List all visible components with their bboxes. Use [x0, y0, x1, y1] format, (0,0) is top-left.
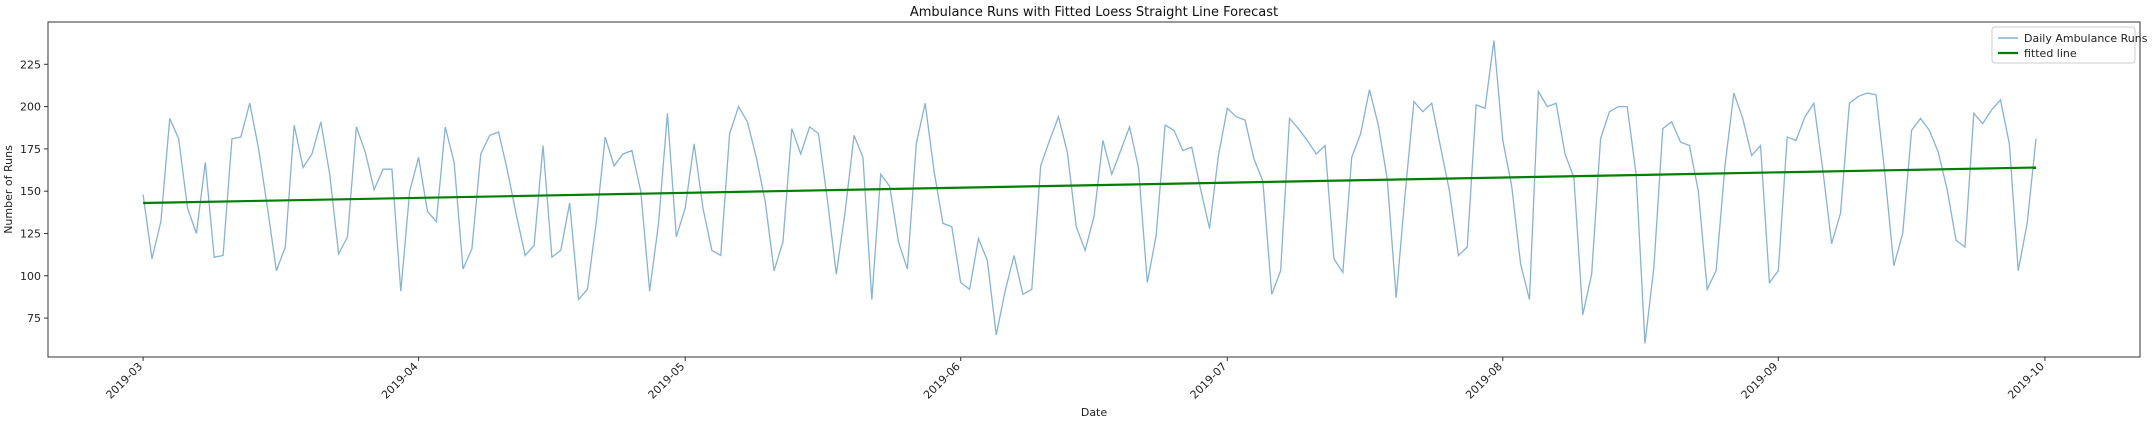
x-axis-label: Date [1081, 406, 1108, 419]
y-tick-label: 125 [20, 227, 41, 240]
x-tick-label: 2019-06 [921, 360, 963, 402]
x-tick-label: 2019-04 [379, 360, 421, 402]
y-tick-label: 200 [20, 101, 41, 114]
y-tick-label: 150 [20, 185, 41, 198]
series-layer [142, 40, 2037, 344]
x-tick-label: 2019-08 [1463, 360, 1505, 402]
legend-entry: fitted line [2024, 47, 2077, 60]
chart-title: Ambulance Runs with Fitted Loess Straigh… [910, 5, 1278, 20]
x-tick-label: 2019-05 [646, 360, 688, 402]
y-tick-label: 75 [27, 312, 41, 325]
x-axis-ticks: 2019-03 2019-04 2019-05 2019-06 2019-07 2019-… [104, 357, 2047, 402]
y-tick-label: 175 [20, 143, 41, 156]
y-tick-label: 225 [20, 58, 41, 71]
plot-frame [47, 21, 2141, 358]
y-axis-ticks: 75 100 125 150 175 200 225 [20, 58, 48, 325]
y-tick-label: 100 [20, 270, 41, 283]
series-line-fitted [143, 166, 2037, 205]
x-tick-label: 2019-09 [1739, 360, 1781, 402]
legend-box [1991, 26, 2136, 64]
legend: Daily Ambulance Runs fitted line [1991, 26, 2148, 64]
legend-entry: Daily Ambulance Runs [2024, 32, 2148, 45]
x-tick-label: 2019-03 [104, 360, 146, 402]
x-tick-label: 2019-07 [1188, 360, 1230, 402]
series-line-daily-ambulance-runs [142, 40, 2037, 344]
y-axis-label: Number of Runs [2, 145, 15, 234]
x-tick-label: 2019-10 [2005, 360, 2047, 402]
